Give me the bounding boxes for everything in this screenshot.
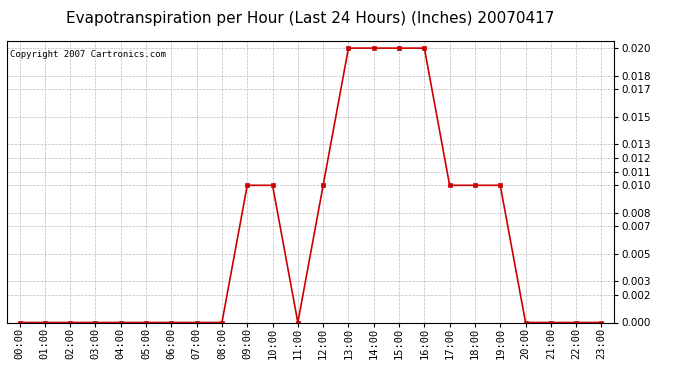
Text: Evapotranspiration per Hour (Last 24 Hours) (Inches) 20070417: Evapotranspiration per Hour (Last 24 Hou…	[66, 11, 555, 26]
Text: Copyright 2007 Cartronics.com: Copyright 2007 Cartronics.com	[10, 50, 166, 59]
